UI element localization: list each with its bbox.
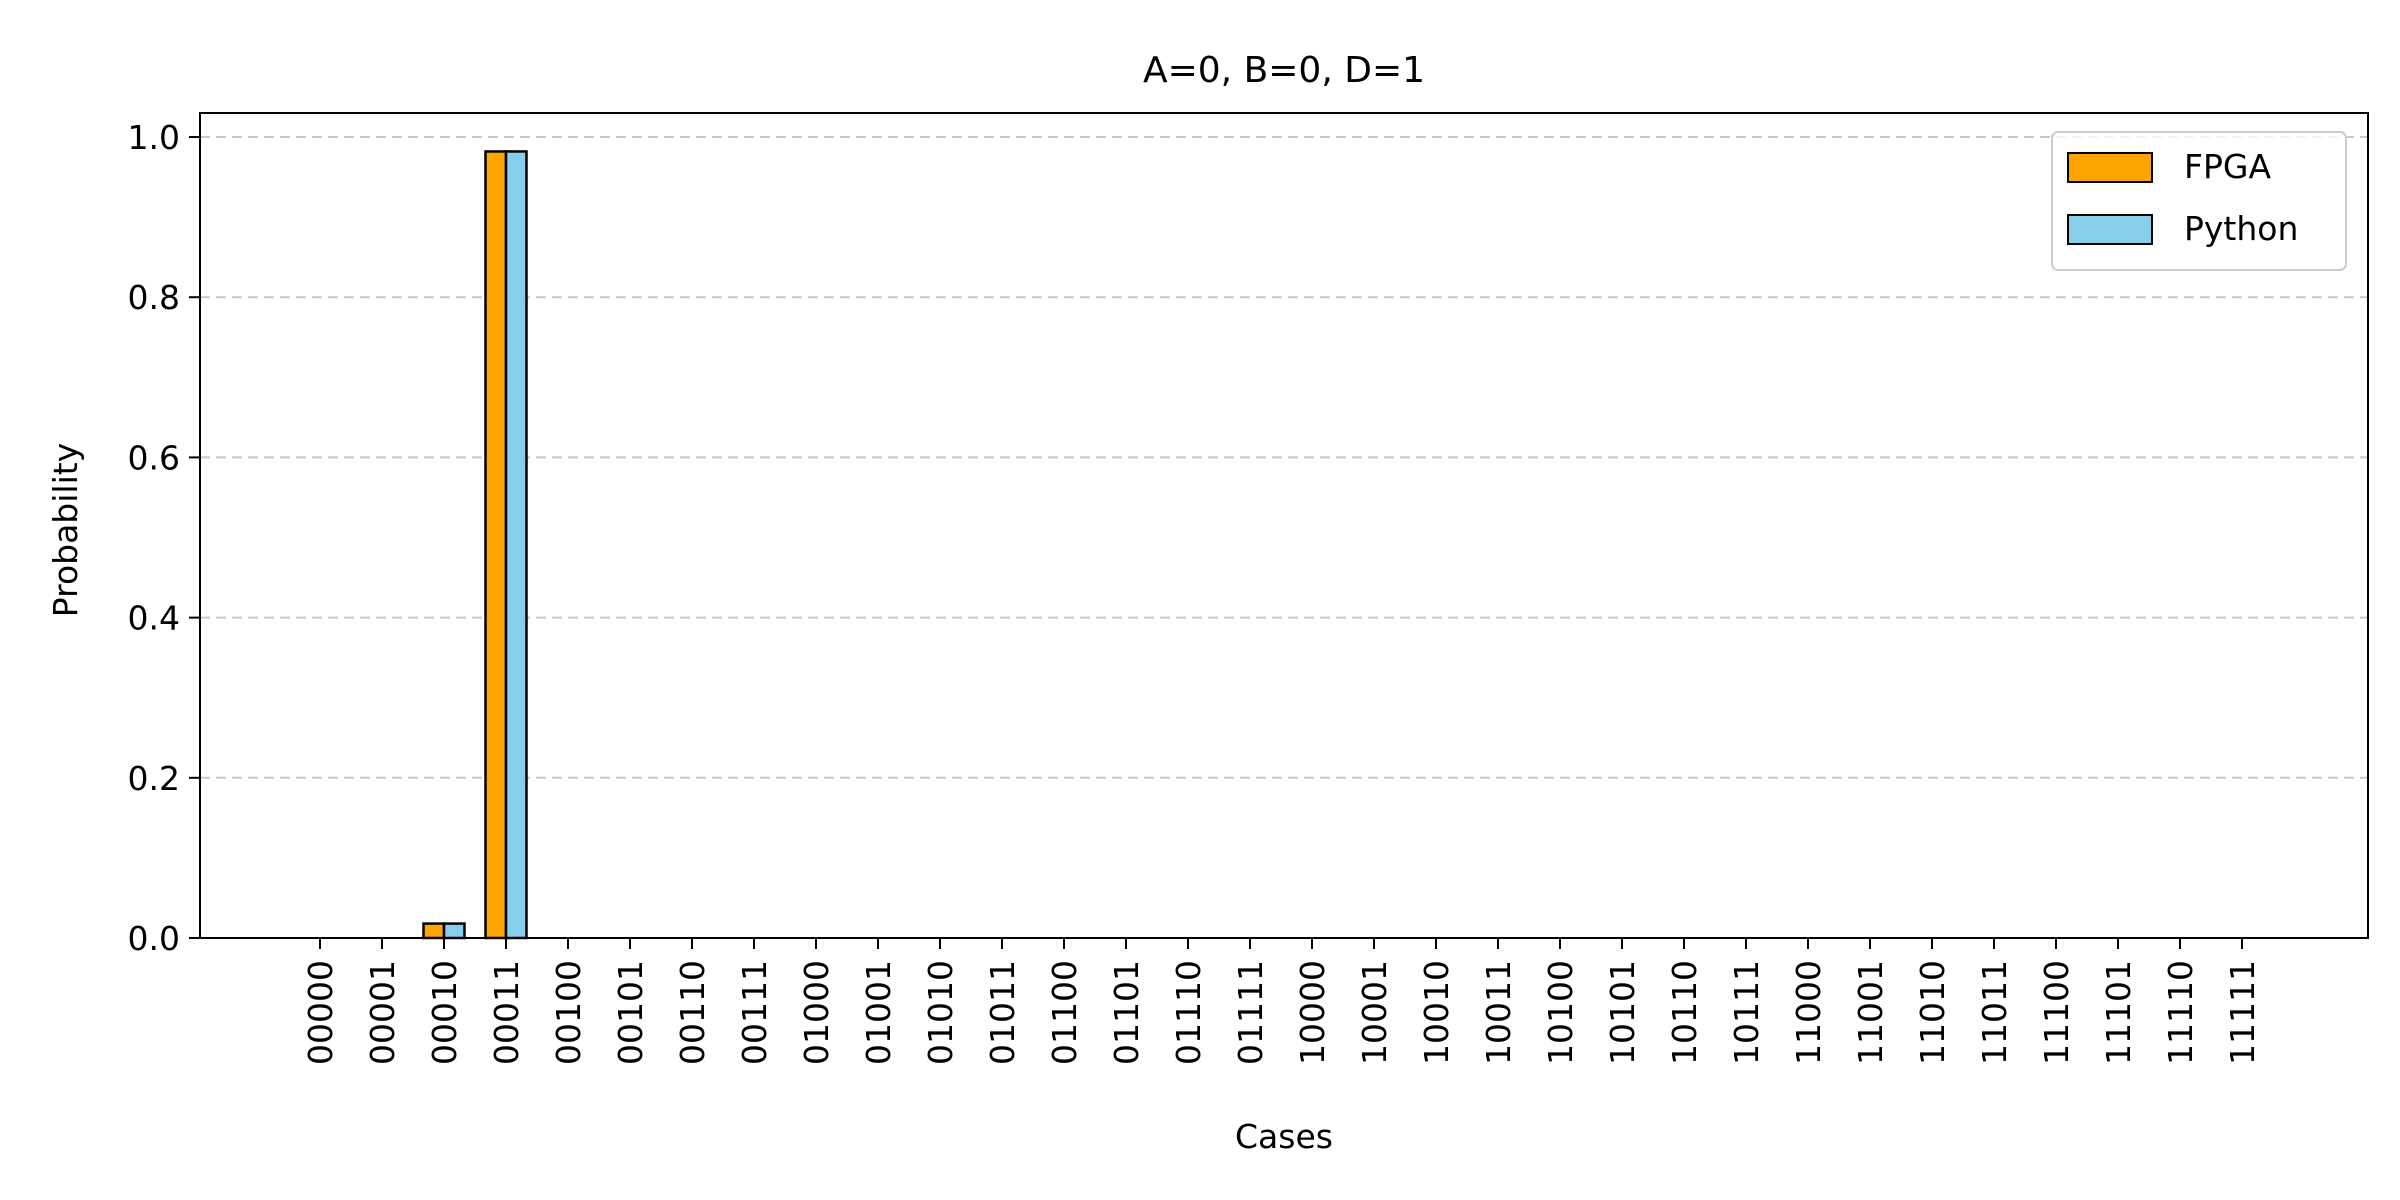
bar-fpga-00011 [484,150,508,940]
x-tick-label-11000: 11000 [1789,960,1828,1065]
x-tick-label-01010: 01010 [921,960,960,1065]
y-tick-label-0-6: 0.6 [128,438,180,477]
legend-label-fpga: FPGA [2184,147,2271,186]
bar-fpga-00010 [422,922,446,940]
x-tick-label-11111: 11111 [2223,960,2262,1065]
x-axis: 00000 00001 00010 00011 00100 00101 00110 00111… [301,938,2262,1065]
x-tick-label-00010: 00010 [425,960,464,1065]
x-tick-label-01111: 01111 [1231,960,1270,1065]
x-axis-label: Cases [1235,1117,1333,1156]
y-tick-label-0-2: 0.2 [128,759,180,798]
legend: FPGA Python [2051,131,2347,271]
y-tick-label-0-4: 0.4 [128,599,180,638]
x-tick-label-10101: 10101 [1603,960,1642,1065]
x-tick-label-01011: 01011 [983,960,1022,1065]
y-tick-label-0-8: 0.8 [128,278,180,317]
x-tick-label-01000: 01000 [797,960,836,1065]
x-tick-label-10100: 10100 [1541,960,1580,1065]
bar-python-00010 [442,922,466,940]
x-tick-label-10000: 10000 [1293,960,1332,1065]
x-tick-label-00001: 00001 [363,960,402,1065]
x-tick-label-10001: 10001 [1355,960,1394,1065]
y-tick-label-0-0: 0.0 [128,919,180,958]
x-tick-label-11011: 11011 [1975,960,2014,1065]
y-axis: 0.0 0.2 0.4 0.6 0.8 1.0 [128,118,200,958]
y-axis-label: Probability [46,443,85,617]
plot-frame [199,112,2369,939]
x-tick-label-10011: 10011 [1479,960,1518,1065]
x-tick-label-11110: 11110 [2161,960,2200,1065]
x-tick-label-00111: 00111 [735,960,774,1065]
x-tick-label-01001: 01001 [859,960,898,1065]
x-tick-label-00101: 00101 [611,960,650,1065]
legend-swatch-fpga [2067,152,2153,183]
x-tick-label-10110: 10110 [1665,960,1704,1065]
x-tick-label-01101: 01101 [1107,960,1146,1065]
x-tick-label-01100: 01100 [1045,960,1084,1065]
y-tick-label-1-0: 1.0 [128,118,180,157]
chart-title: A=0, B=0, D=1 [1143,50,1425,91]
x-tick-label-11100: 11100 [2037,960,2076,1065]
x-tick-label-01110: 01110 [1169,960,1208,1065]
legend-label-python: Python [2184,209,2298,248]
x-tick-label-00000: 00000 [301,960,340,1065]
x-tick-label-11101: 11101 [2099,960,2138,1065]
x-tick-label-10111: 10111 [1727,960,1766,1065]
x-tick-label-00110: 00110 [673,960,712,1065]
x-tick-label-11010: 11010 [1913,960,1952,1065]
x-tick-label-11001: 11001 [1851,960,1890,1065]
x-tick-label-00011: 00011 [487,960,526,1065]
legend-swatch-python [2067,214,2153,245]
x-tick-label-00100: 00100 [549,960,588,1065]
x-tick-label-10010: 10010 [1417,960,1456,1065]
bar-python-00011 [504,150,528,940]
